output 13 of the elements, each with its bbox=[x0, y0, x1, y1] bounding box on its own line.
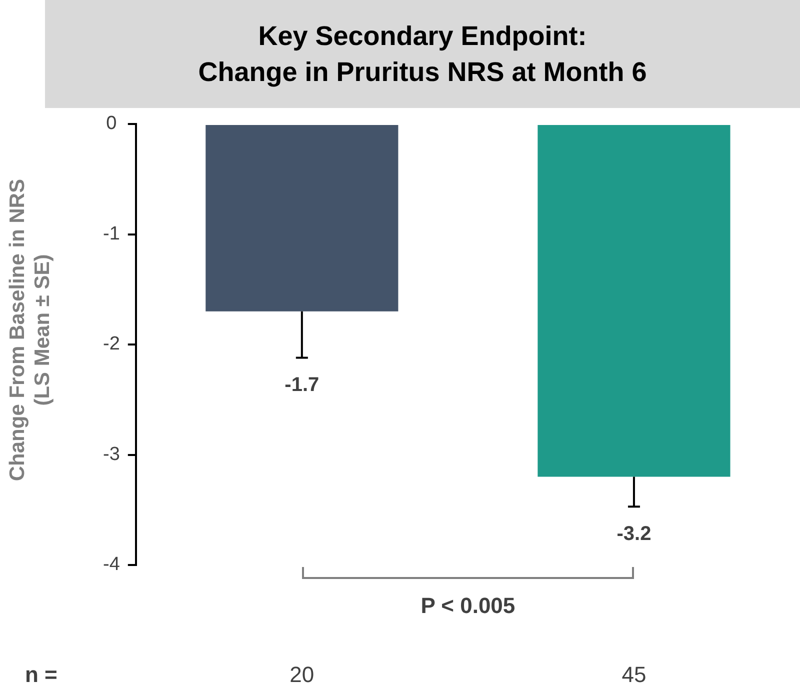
x-tick-label: 20 bbox=[290, 662, 314, 687]
y-tick-label: -4 bbox=[102, 554, 120, 576]
y-tick-label: -2 bbox=[102, 334, 120, 355]
text: P < 0.005 bbox=[420, 593, 516, 618]
y-tick-label: -3 bbox=[102, 444, 120, 465]
chart-title: Key Secondary Endpoint: Change in Pruritus NRS at Month 6 bbox=[45, 0, 800, 108]
data-label: -1.7 bbox=[284, 374, 320, 396]
text: n = bbox=[25, 662, 58, 687]
y-tick-label: -1 bbox=[102, 223, 120, 244]
x-tick-label: 45 bbox=[622, 662, 646, 687]
y-axis-title: Change From Baseline in NRS (LS Mean ± SE) bbox=[5, 178, 55, 484]
y-tick-label: 0 bbox=[106, 113, 117, 134]
data-label: -3.2 bbox=[616, 523, 652, 546]
